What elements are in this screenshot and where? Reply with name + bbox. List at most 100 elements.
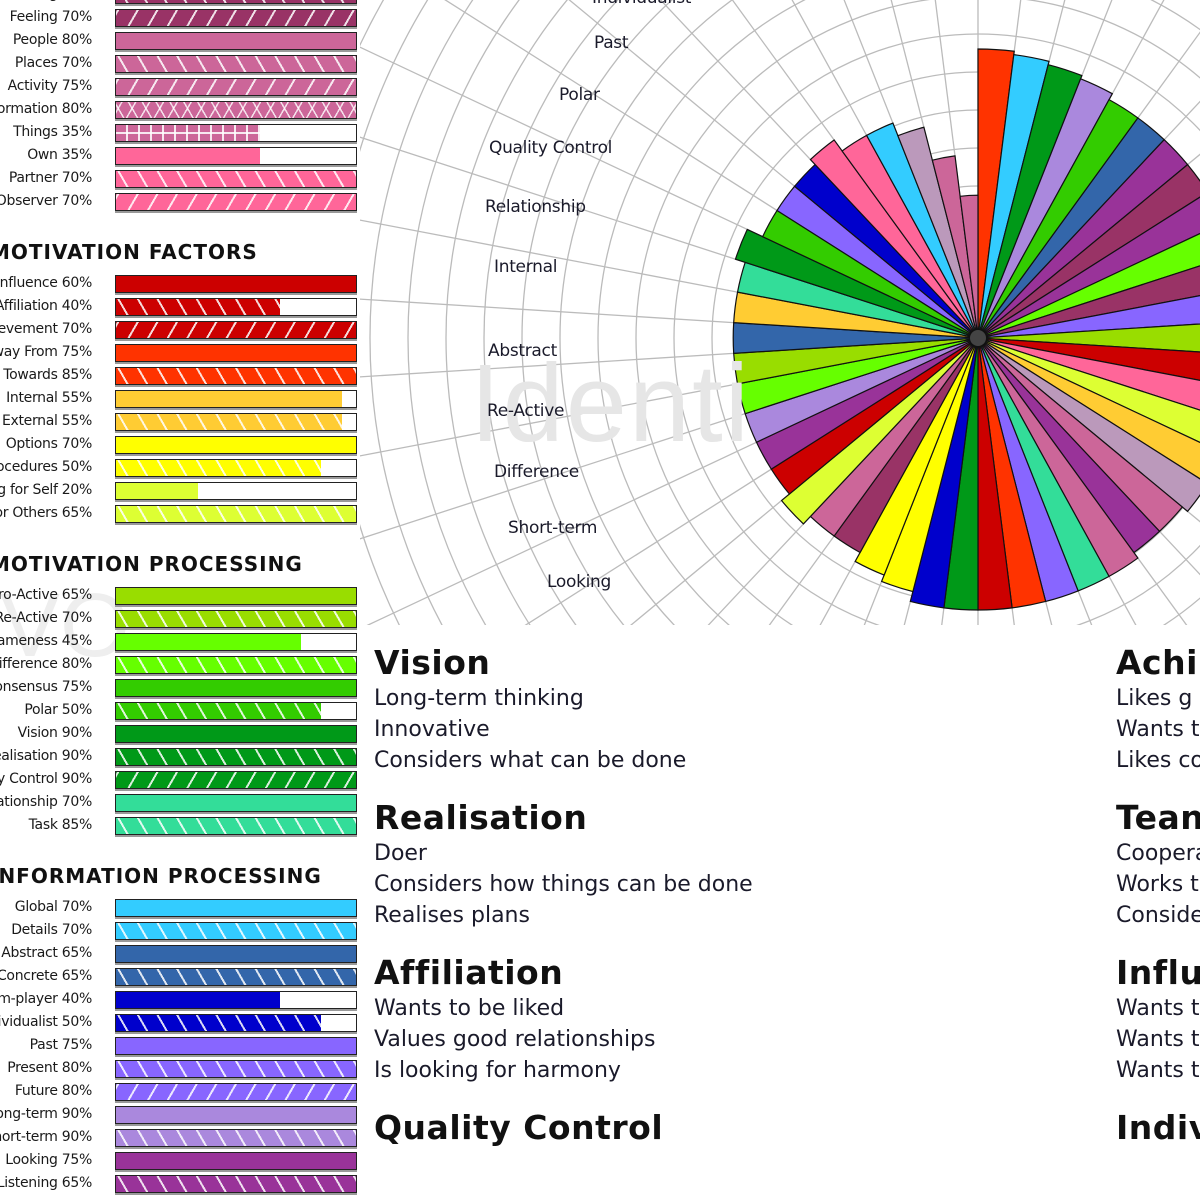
- description-line: Likes g: [1116, 686, 1193, 711]
- description-title: Vision: [374, 643, 491, 682]
- bar-fill: [116, 1153, 356, 1169]
- bar-row: Long-term 90%: [0, 1104, 360, 1127]
- bar-track: [115, 1152, 357, 1170]
- bar-row: Own 35%: [0, 145, 360, 168]
- bar-label: Procedures 50%: [0, 459, 92, 475]
- bar-track: [115, 101, 357, 119]
- chart-axis-label: Polar: [559, 85, 600, 105]
- bar-fill: [116, 992, 280, 1008]
- bar-fill: [116, 1176, 356, 1192]
- bar-label: Global 70%: [14, 899, 93, 915]
- bar-fill: [116, 703, 321, 719]
- bar-row: Present 80%: [0, 1058, 360, 1081]
- bar-fill: [116, 391, 342, 407]
- description-block: Indiv: [1116, 1108, 1200, 1148]
- description-block: Affiliation Wants to be liked Values good …: [374, 953, 1074, 1086]
- bar-row: Quality Control 90%: [0, 769, 360, 792]
- bar-label: Looking 75%: [5, 1152, 92, 1168]
- chart-wedge: [977, 77, 1114, 339]
- bar-label: Difference 80%: [0, 656, 92, 672]
- chart-wedge: [959, 194, 979, 339]
- bar-fill: [116, 1038, 356, 1054]
- bar-label: Towards 85%: [3, 367, 92, 383]
- bar-label: Places 70%: [14, 55, 92, 71]
- description-title: Realisation: [374, 798, 588, 837]
- descriptions-left: Vision Long-term thinking Innovative Consid…: [374, 643, 1074, 1170]
- bar-row: Past 75%: [0, 1035, 360, 1058]
- bar-label: Details 70%: [11, 922, 92, 938]
- chart-axis-label: Difference: [494, 462, 579, 482]
- bar-track: [115, 1037, 357, 1055]
- chart-axis-label: Looking: [547, 572, 612, 592]
- bar-label: Hearing 85%: [5, 0, 93, 2]
- description-line: Wants t: [1116, 1027, 1200, 1052]
- bar-track: [115, 748, 357, 766]
- chart-axis-label: Abstract: [488, 341, 557, 361]
- bar-track: [115, 945, 357, 963]
- description-block: Influ Wants t Wants t Wants t: [1116, 953, 1200, 1086]
- bar-row: Task 85%: [0, 815, 360, 838]
- bar-label: Observer 70%: [0, 193, 92, 209]
- bar-row: Looking 75%: [0, 1150, 360, 1173]
- section-title: INFORMATION PROCESSING: [0, 864, 322, 888]
- bar-row: Affiliation 40%: [0, 296, 360, 319]
- bar-label: Caring for Others 65%: [0, 505, 92, 521]
- bar-label: Away From 75%: [0, 344, 92, 360]
- bar-track: [115, 1060, 357, 1078]
- chart-wedge: [809, 139, 979, 339]
- chart-wedge: [977, 163, 1200, 339]
- bar-label: Past 75%: [29, 1037, 93, 1053]
- bar-row: Caring for Self 20%: [0, 480, 360, 503]
- chart-wedge: [897, 126, 979, 339]
- bar-row: Concrete 65%: [0, 966, 360, 989]
- bar-track: [115, 1106, 357, 1124]
- description-line: Considers what can be done: [374, 748, 687, 773]
- bar-track: [115, 78, 357, 96]
- bar-row: Pro-Active 65%: [0, 585, 360, 608]
- bar-track: [115, 344, 357, 362]
- bar-row: Polar 50%: [0, 700, 360, 723]
- bar-fill: [116, 726, 356, 742]
- bar-label: Relationship 70%: [0, 794, 92, 810]
- chart-wedge: [977, 323, 1200, 353]
- chart-wedge: [780, 337, 979, 525]
- description-block: Realisation Doer Considers how things can …: [374, 798, 1074, 931]
- bar-row: Procedures 50%: [0, 457, 360, 480]
- bar-label: Polar 50%: [24, 702, 92, 718]
- bar-label: Quality Control 90%: [0, 771, 92, 787]
- bar-track: [115, 922, 357, 940]
- bar-track: [115, 899, 357, 917]
- bar-track: [115, 170, 357, 188]
- bar-fill: [116, 56, 356, 72]
- bar-track: [115, 991, 357, 1009]
- bar-fill: [116, 0, 356, 3]
- bar-fill: [116, 923, 356, 939]
- description-line: Coopera: [1116, 841, 1200, 866]
- bar-row: Difference 80%: [0, 654, 360, 677]
- bar-track: [115, 436, 357, 454]
- bar-label: Achievement 70%: [0, 321, 92, 337]
- bar-track: [115, 633, 357, 651]
- bar-row: Influence 60%: [0, 273, 360, 296]
- bar-row: Feeling 70%: [0, 7, 360, 30]
- bar-row: Observer 70%: [0, 191, 360, 214]
- description-line: Values good relationships: [374, 1027, 656, 1052]
- bar-track: [115, 1175, 357, 1193]
- bar-label: Individualist 50%: [0, 1014, 92, 1030]
- description-block: Quality Control: [374, 1108, 1074, 1148]
- bar-fill: [116, 10, 356, 26]
- bar-track: [115, 1083, 357, 1101]
- bar-label: External 55%: [1, 413, 92, 429]
- chart-wedge: [931, 155, 979, 339]
- bar-label: People 80%: [12, 32, 92, 48]
- bar-label: Abstract 65%: [1, 945, 92, 961]
- bar-row: Things 35%: [0, 122, 360, 145]
- bar-label: Task 85%: [28, 817, 93, 833]
- bar-track: [115, 794, 357, 812]
- bar-label: Internal 55%: [6, 390, 92, 406]
- bar-fill: [116, 1130, 356, 1146]
- bar-row: Achievement 70%: [0, 319, 360, 342]
- bar-track: [115, 505, 357, 523]
- bar-track: [115, 656, 357, 674]
- bar-label: Feeling 70%: [9, 9, 93, 25]
